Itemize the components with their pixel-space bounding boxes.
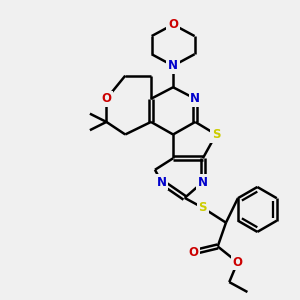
Text: N: N	[190, 92, 200, 105]
Text: N: N	[168, 59, 178, 72]
Text: N: N	[157, 176, 166, 188]
Text: S: S	[199, 201, 207, 214]
Text: S: S	[212, 128, 220, 141]
Text: O: O	[232, 256, 242, 269]
Text: N: N	[198, 176, 208, 188]
Text: O: O	[101, 92, 111, 105]
Text: O: O	[188, 246, 198, 259]
Text: O: O	[168, 18, 178, 31]
